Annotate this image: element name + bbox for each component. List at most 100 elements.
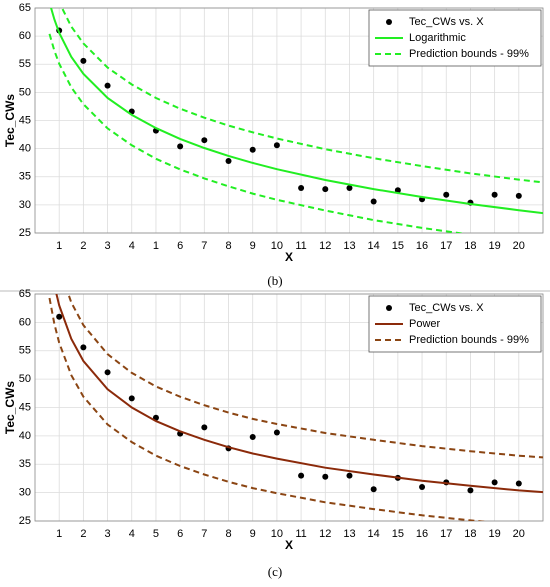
x-tick-label: 20 bbox=[513, 240, 525, 252]
x-tick-label: 17 bbox=[440, 240, 452, 252]
y-tick-label: 25 bbox=[19, 227, 31, 239]
legend-label: Prediction bounds - 99% bbox=[409, 334, 529, 346]
y-tick-label: 50 bbox=[19, 373, 31, 385]
legend-marker bbox=[386, 19, 392, 25]
y-tick-label: 60 bbox=[19, 316, 31, 328]
data-point bbox=[201, 137, 208, 144]
data-point bbox=[322, 186, 329, 193]
y-tick-label: 55 bbox=[19, 58, 31, 70]
chart: 1 2 3 4 5 6 7 8 9 10 11 12 13 14 15 16 17 18 19 20253035404… bbox=[3, 288, 544, 579]
x-tick-label: 9 bbox=[250, 240, 256, 252]
data-point bbox=[346, 472, 353, 479]
x-tick-label: 19 bbox=[488, 240, 500, 252]
y-tick-label: 40 bbox=[19, 430, 31, 442]
x-tick-label: 13 bbox=[343, 240, 355, 252]
fit-line bbox=[50, 8, 543, 215]
legend-label: Tec_CWs vs. X bbox=[409, 16, 484, 28]
data-point bbox=[394, 187, 401, 194]
data-point bbox=[322, 473, 329, 480]
data-point bbox=[201, 424, 208, 431]
chart: 1 2 3 4 1 6 7 8 9 10 11 12 13 14 15 16 17 18 19 20253035404… bbox=[3, 2, 544, 288]
x-tick-label: 20 bbox=[513, 528, 525, 540]
legend-marker bbox=[386, 305, 392, 311]
lower-bound bbox=[48, 33, 466, 233]
y-tick-label: 35 bbox=[19, 458, 31, 470]
x-tick-label: 15 bbox=[392, 240, 404, 252]
x-tick-label: 17 bbox=[440, 528, 452, 540]
data-point bbox=[56, 313, 63, 320]
upper-bound bbox=[60, 8, 543, 184]
data-point bbox=[419, 483, 426, 490]
x-axis-label: X bbox=[285, 538, 293, 552]
x-tick-label: 18 bbox=[464, 528, 476, 540]
y-tick-label: 65 bbox=[19, 288, 31, 300]
data-point bbox=[491, 479, 498, 486]
upper-bound bbox=[67, 294, 543, 459]
plot bbox=[48, 294, 543, 521]
y-tick-label: 60 bbox=[19, 30, 31, 42]
data-point bbox=[370, 486, 377, 493]
x-tick-label: 11 bbox=[295, 240, 306, 252]
data-point bbox=[177, 143, 184, 150]
x-tick-label: 7 bbox=[201, 240, 207, 252]
caption: (b) bbox=[267, 273, 282, 288]
x-tick-label: 1 bbox=[153, 240, 159, 252]
data-point bbox=[80, 344, 87, 351]
y-tick-label: 50 bbox=[19, 86, 31, 98]
data-point bbox=[249, 146, 256, 153]
x-tick-label: 1 bbox=[56, 528, 62, 540]
plot-border bbox=[34, 293, 544, 522]
y-tick-label: 30 bbox=[19, 487, 31, 499]
x-tick-label: 2 bbox=[80, 240, 86, 252]
x-tick-label: 3 bbox=[105, 240, 111, 252]
y-tick-label: 65 bbox=[19, 2, 31, 14]
lower-bound bbox=[48, 297, 488, 521]
data-point bbox=[515, 192, 522, 199]
x-tick-label: 7 bbox=[201, 528, 207, 540]
legend-label: Tec_CWs vs. X bbox=[409, 302, 484, 314]
x-tick-label: 19 bbox=[488, 528, 500, 540]
x-tick-label: 14 bbox=[368, 240, 380, 252]
data-point bbox=[491, 191, 498, 198]
x-axis-label: X bbox=[285, 250, 293, 264]
legend-label: Power bbox=[409, 318, 441, 330]
x-tick-label: 13 bbox=[343, 528, 355, 540]
x-tick-label: 5 bbox=[153, 528, 159, 540]
y-tick-label: 45 bbox=[19, 114, 31, 126]
x-tick-label: 16 bbox=[416, 240, 428, 252]
data-point bbox=[273, 142, 280, 149]
x-tick-label: 14 bbox=[368, 528, 380, 540]
x-tick-label: 15 bbox=[392, 528, 404, 540]
x-tick-label: 4 bbox=[129, 528, 135, 540]
y-axis-label: Tec_CWs bbox=[3, 381, 17, 434]
x-tick-label: 12 bbox=[319, 528, 331, 540]
x-tick-label: 1 bbox=[56, 240, 62, 252]
x-tick-label: 8 bbox=[225, 528, 231, 540]
data-point bbox=[346, 185, 353, 191]
legend-label: Prediction bounds - 99% bbox=[409, 48, 529, 60]
data-point bbox=[80, 57, 87, 64]
y-tick-label: 25 bbox=[19, 515, 31, 527]
data-point bbox=[515, 480, 522, 487]
x-tick-label: 6 bbox=[177, 528, 183, 540]
x-tick-label: 4 bbox=[129, 240, 135, 252]
data-point bbox=[467, 487, 474, 494]
data-point bbox=[370, 198, 377, 205]
y-axis-label: Tec_CWs bbox=[3, 94, 17, 147]
data-point bbox=[128, 395, 135, 402]
data-point bbox=[249, 434, 256, 441]
fit-line bbox=[55, 294, 543, 494]
caption: (c) bbox=[268, 564, 282, 579]
y-tick-label: 55 bbox=[19, 345, 31, 357]
x-tick-label: 16 bbox=[416, 528, 428, 540]
legend-label: Logarithmic bbox=[409, 32, 466, 44]
y-tick-label: 30 bbox=[19, 199, 31, 211]
data-point bbox=[273, 429, 280, 436]
y-tick-label: 45 bbox=[19, 401, 31, 413]
plot bbox=[48, 8, 543, 233]
x-tick-label: 6 bbox=[177, 240, 183, 252]
data-point bbox=[104, 369, 111, 376]
data-point bbox=[104, 82, 111, 89]
data-point bbox=[443, 191, 450, 198]
